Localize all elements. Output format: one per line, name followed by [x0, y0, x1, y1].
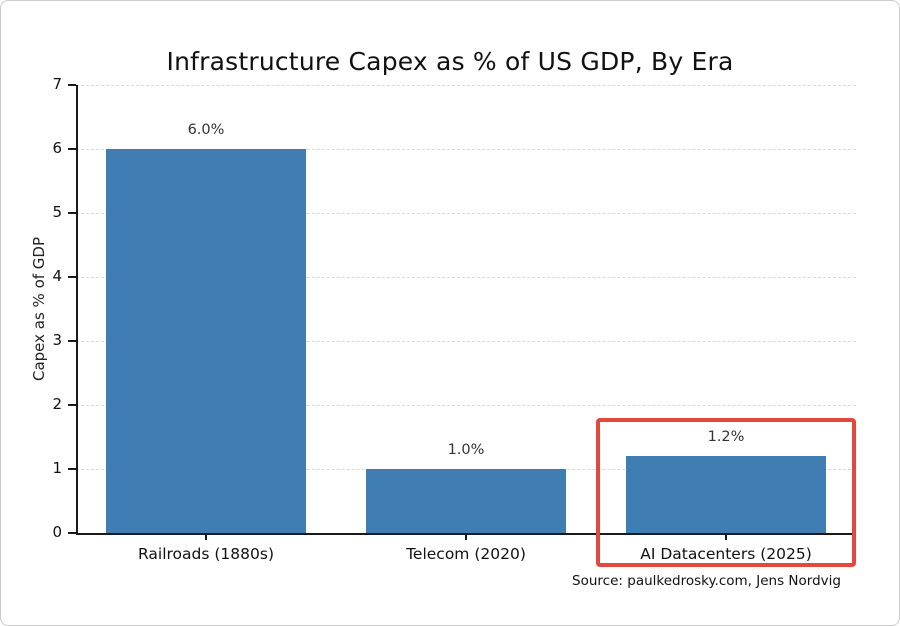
x-tick-mark	[725, 533, 727, 540]
gridline	[76, 212, 856, 214]
y-tick-label: 3	[52, 331, 62, 349]
gridline	[76, 276, 856, 278]
gridline	[76, 148, 856, 150]
y-tick-mark	[68, 404, 76, 406]
y-tick-label: 1	[52, 459, 62, 477]
x-axis-line	[76, 533, 856, 535]
y-axis-title: Capex as % of GDP	[30, 236, 48, 382]
highlight-box	[596, 417, 856, 567]
source-caption: Source: paulkedrosky.com, Jens Nordvig	[572, 573, 841, 589]
y-tick-mark	[68, 84, 76, 86]
y-tick-mark	[68, 468, 76, 470]
x-tick-label: AI Datacenters (2025)	[640, 545, 812, 563]
y-tick-mark	[68, 340, 76, 342]
y-axis-line	[76, 85, 78, 533]
x-tick-label: Railroads (1880s)	[137, 545, 274, 563]
bar-1	[366, 469, 566, 533]
y-tick-label: 4	[52, 267, 62, 285]
y-tick-mark	[68, 532, 76, 534]
y-tick-label: 6	[52, 139, 62, 157]
y-tick-mark	[68, 212, 76, 214]
y-tick-mark	[68, 276, 76, 278]
y-tick-label: 2	[52, 395, 62, 413]
y-tick-label: 5	[52, 203, 62, 221]
chart-title: Infrastructure Capex as % of US GDP, By …	[166, 47, 734, 76]
y-tick-label: 7	[52, 75, 62, 93]
gridline	[76, 84, 856, 86]
x-tick-mark	[205, 533, 207, 540]
y-tick-mark	[68, 148, 76, 150]
bar-value-label: 1.2%	[707, 429, 745, 446]
bar-0	[106, 149, 306, 533]
gridline	[76, 404, 856, 406]
plot-area: 0 1 2 3 4 5 6 7 6.0% Railroads (1880s) 1.0% Telecom…	[52, 75, 856, 567]
x-tick-mark	[465, 533, 467, 540]
x-tick-label: Telecom (2020)	[406, 545, 526, 563]
gridline	[76, 340, 856, 342]
y-tick-label: 0	[52, 523, 62, 541]
bar-2	[626, 456, 826, 533]
bar-value-label: 6.0%	[187, 122, 225, 138]
bar-value-label: 1.0%	[447, 442, 485, 458]
